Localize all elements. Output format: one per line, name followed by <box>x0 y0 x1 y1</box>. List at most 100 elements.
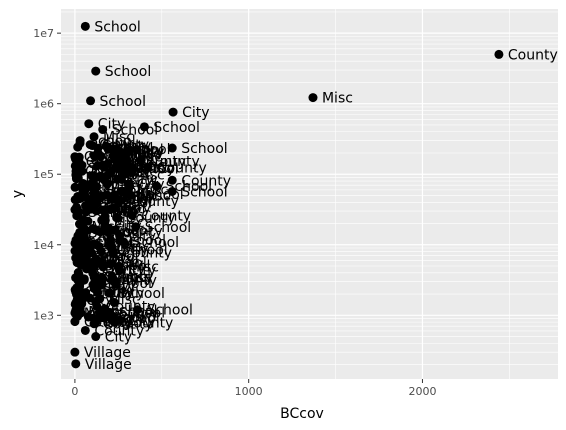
data-point-label: School <box>119 305 165 321</box>
data-point <box>89 132 99 142</box>
cloud-point <box>99 205 109 215</box>
cloud-point-label: School <box>118 286 164 302</box>
data-point <box>92 288 102 298</box>
cloud-point-label: School <box>105 270 151 286</box>
cloud-point <box>71 253 81 263</box>
data-point <box>122 146 132 156</box>
cloud-point <box>70 152 80 162</box>
data-point-label: School <box>153 120 199 136</box>
data-point-label: School <box>181 184 227 200</box>
data-point-label: County <box>103 317 153 333</box>
cloud-point-label: City <box>118 310 145 326</box>
cloud-point <box>107 272 117 282</box>
data-point <box>108 247 118 257</box>
data-point-label: County <box>122 245 172 261</box>
cloud-point-label: Misc <box>134 167 165 183</box>
data-point <box>127 210 137 220</box>
cloud-point <box>70 195 80 205</box>
data-point <box>91 332 101 342</box>
cloud-point <box>110 154 120 164</box>
data-point <box>119 237 129 247</box>
cloud-point <box>70 246 80 256</box>
cloud-point <box>123 179 133 189</box>
data-point <box>115 196 125 206</box>
data-point <box>101 141 111 151</box>
cloud-point-label: County <box>106 299 156 315</box>
cloud-point <box>70 285 80 295</box>
data-point-label: County <box>94 323 144 339</box>
cloud-point-label: School <box>113 311 159 327</box>
y-axis: 1e3 1e4 1e5 1e6 1e7 <box>33 27 61 322</box>
cloud-point-label: City <box>129 229 156 245</box>
cloud-point-label: School <box>121 243 167 259</box>
data-point-label: County <box>129 194 179 210</box>
cloud-point <box>71 166 81 176</box>
data-point-label: County <box>141 208 191 224</box>
cloud-point-label: County <box>101 139 151 155</box>
data-point-label: Misc <box>120 164 151 180</box>
data-point-label: Misc <box>322 91 353 107</box>
data-point <box>143 162 153 172</box>
cloud-point <box>88 176 98 186</box>
y-tick-label: 1e5 <box>33 168 54 181</box>
data-point-label: City <box>136 144 163 160</box>
cloud-point <box>112 213 122 223</box>
cloud-point-label: School <box>132 161 178 177</box>
y-tick-label: 1e7 <box>33 27 54 40</box>
cloud-point-label: School <box>120 233 166 249</box>
cloud-point <box>73 268 83 278</box>
data-point-label: County <box>150 154 200 170</box>
cloud-point-label: County <box>123 315 173 331</box>
data-point <box>89 319 99 329</box>
y-tick-label: 1e4 <box>33 239 54 252</box>
plot-panel <box>61 9 558 379</box>
cloud-point-label: County <box>126 211 176 227</box>
data-point-label: School <box>89 134 135 150</box>
data-point <box>91 66 101 76</box>
data-points: SchoolSchoolSchoolCountyMiscCityCityScho… <box>70 19 558 373</box>
y-tick-label: 1e6 <box>33 98 54 111</box>
cloud-point <box>70 238 80 248</box>
cloud-point-label: City <box>129 313 156 329</box>
cloud-point <box>81 201 91 211</box>
x-tick-label: 0 <box>71 385 78 398</box>
data-point-label: County <box>181 173 231 189</box>
cloud-point-label: City <box>129 263 156 279</box>
cloud-point <box>72 202 82 212</box>
data-point <box>80 325 90 335</box>
data-point <box>98 125 108 135</box>
cloud-point <box>77 299 87 309</box>
cloud-point <box>97 312 107 322</box>
cloud-point <box>89 186 99 196</box>
y-tick-label: 1e3 <box>33 309 54 322</box>
data-point <box>308 93 318 103</box>
cloud-point-label: City <box>130 184 157 200</box>
data-point <box>98 274 108 284</box>
data-point <box>70 347 80 357</box>
data-point-label: Village <box>84 345 131 361</box>
data-point-label: City <box>110 149 137 165</box>
cloud-point <box>109 190 119 200</box>
x-tick-label: 1000 <box>235 385 263 398</box>
y-axis-title: y <box>10 190 26 198</box>
dense-point-cloud: CountyMiscMiscCityCitySchoolMiscCountyCi… <box>70 138 186 331</box>
cloud-point <box>87 141 97 151</box>
cloud-point <box>88 195 98 205</box>
data-point-label: School <box>166 179 212 195</box>
data-point-label: School <box>133 235 179 251</box>
data-point-label: City <box>182 105 209 121</box>
data-point <box>106 166 116 176</box>
data-point-label: City <box>105 330 132 346</box>
data-point-label: City <box>112 272 139 288</box>
cloud-point-label: City <box>137 145 164 161</box>
cloud-point <box>79 181 89 191</box>
x-tick-label: 2000 <box>408 385 436 398</box>
cloud-point <box>76 260 86 270</box>
data-point <box>84 119 94 129</box>
cloud-point <box>126 190 136 200</box>
data-point <box>86 96 96 106</box>
data-point-label: Village <box>85 357 132 373</box>
data-point <box>132 305 142 315</box>
cloud-point-label: School <box>105 276 151 292</box>
